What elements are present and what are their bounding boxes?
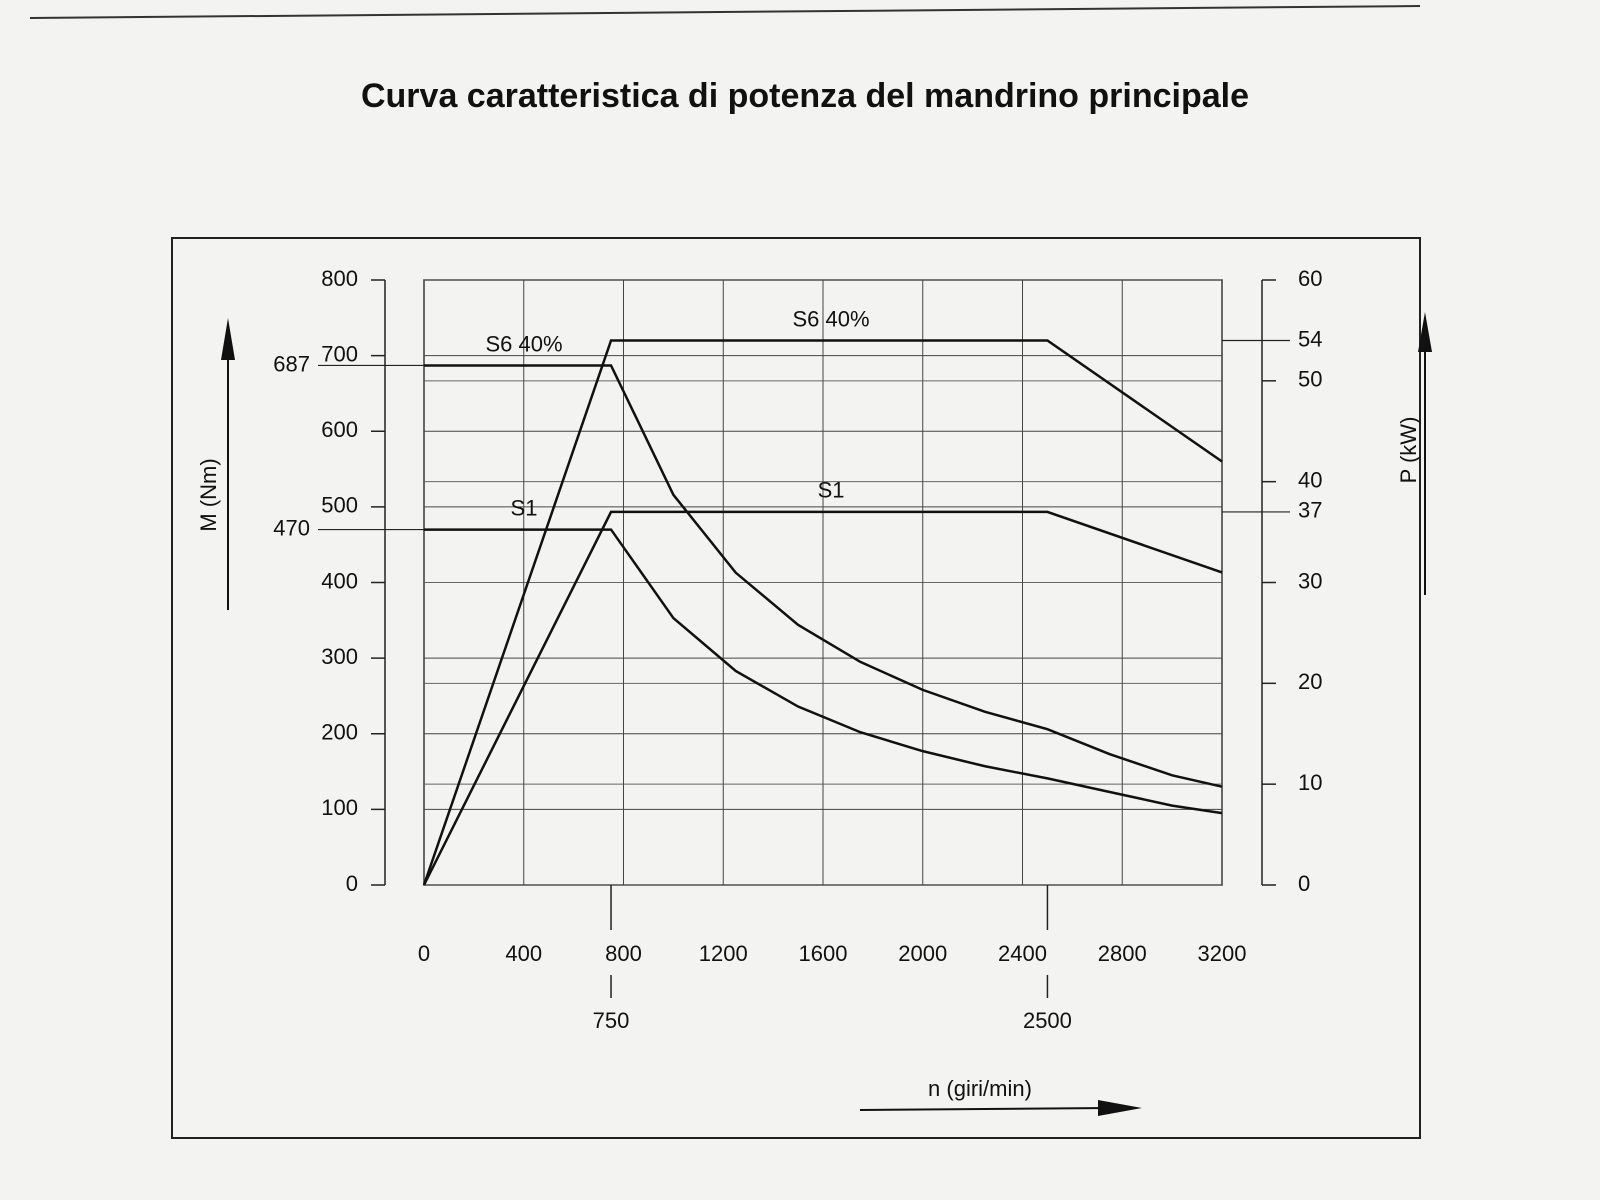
x-tick-label: 1200 (699, 941, 748, 966)
x-tick-label: 2000 (898, 941, 947, 966)
y-marker-label: 687 (273, 351, 310, 376)
y2-tick-label: 0 (1298, 871, 1310, 896)
x-tick-label: 800 (605, 941, 642, 966)
x-tick-label: 400 (505, 941, 542, 966)
y-marker-label: 470 (273, 515, 310, 540)
y-tick-label: 700 (321, 341, 358, 366)
x-tick-label: 3200 (1198, 941, 1247, 966)
y-axis-label: M (Nm) (196, 458, 221, 531)
y-arrow-head (221, 318, 235, 360)
y2-tick-label: 60 (1298, 266, 1322, 291)
y2-tick-label: 50 (1298, 367, 1322, 392)
x-marker-label: 2500 (1023, 1008, 1072, 1033)
x-arrow-head (1098, 1100, 1142, 1116)
y-tick-label: 400 (321, 568, 358, 593)
y2-arrow-head (1418, 312, 1432, 352)
x-tick-label: 2400 (998, 941, 1047, 966)
series-label: S6 40% (793, 306, 870, 331)
y2-tick-label: 10 (1298, 770, 1322, 795)
series-label: S6 40% (485, 331, 562, 356)
y-tick-label: 100 (321, 795, 358, 820)
y-tick-label: 0 (346, 871, 358, 896)
series-label: S1 (511, 495, 538, 520)
y2-tick-label: 20 (1298, 669, 1322, 694)
series-line (422, 339, 1223, 886)
paper-edge (29, 5, 1421, 19)
y-tick-label: 500 (321, 493, 358, 518)
y2-axis-label: P (kW) (1396, 417, 1421, 484)
y2-marker-label: 54 (1298, 326, 1322, 351)
series-line (422, 510, 1223, 886)
x-tick-label: 1600 (799, 941, 848, 966)
series-line (424, 528, 1223, 815)
x-tick-label: 0 (418, 941, 430, 966)
y2-tick-label: 40 (1298, 467, 1322, 492)
y-tick-label: 800 (321, 266, 358, 291)
series-line (424, 364, 1223, 788)
y2-marker-label: 37 (1298, 498, 1322, 523)
chart-title: Curva caratteristica di potenza del mand… (361, 77, 1249, 115)
series-label: S1 (818, 478, 845, 503)
x-tick-label: 2800 (1098, 941, 1147, 966)
y-tick-label: 200 (321, 720, 358, 745)
y-tick-label: 600 (321, 417, 358, 442)
frame (171, 237, 1421, 1139)
x-marker-label: 750 (593, 1008, 630, 1033)
x-axis-label: n (giri/min) (928, 1076, 1032, 1101)
x-arrow (859, 1107, 1111, 1111)
y-tick-label: 300 (321, 644, 358, 669)
y2-tick-label: 30 (1298, 568, 1322, 593)
